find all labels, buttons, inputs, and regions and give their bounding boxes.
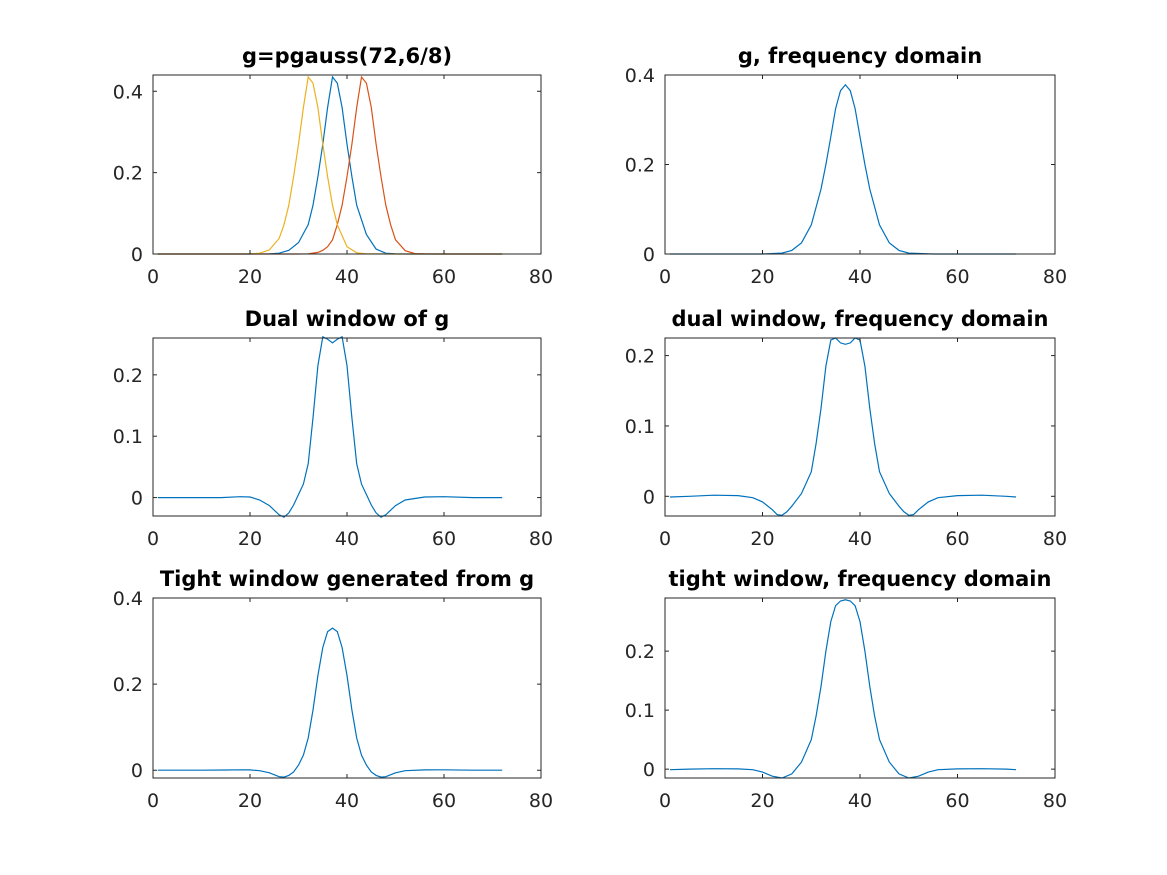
y-tick-label: 0 [131,488,143,510]
axes-box [152,74,542,255]
y-tick-label: 0.1 [625,416,655,438]
panel-title: Tight window generated from g [160,567,534,591]
x-tick-label: 80 [529,266,553,288]
x-tick-label: 80 [1043,790,1067,812]
x-tick-label: 40 [335,266,359,288]
series-line-2 [157,75,503,255]
panel-2: g, frequency domain 0 20 40 60 80 0 0.2 0.4 [625,44,1067,288]
panel-4: dual window, frequency domain 0 20 40 60 80 0 0… [625,307,1067,550]
x-tick-label: 20 [238,528,262,550]
panel-3: Dual window of g 0 20 40 60 80 0 0.1 0.2 [113,307,553,550]
panel-title: dual window, frequency domain [671,307,1048,331]
y-tick-label: 0 [131,760,143,782]
y-tick-label: 0 [643,244,655,266]
x-tick-label: 20 [750,528,774,550]
x-tick-label: 60 [432,790,456,812]
y-tick-label: 0.2 [625,641,655,663]
axes-box [664,74,1056,255]
y-tick-label: 0.4 [625,65,655,87]
x-tick-label: 40 [848,790,872,812]
x-tick-label: 80 [529,790,553,812]
x-tick-label: 20 [750,790,774,812]
series-line-1 [157,75,503,255]
x-tick-label: 0 [659,266,671,288]
axes-box [664,337,1056,517]
series-line-1 [669,599,1017,779]
x-tick-label: 0 [147,790,159,812]
series-line-1 [157,627,503,778]
x-tick-label: 40 [848,528,872,550]
x-tick-label: 80 [1043,266,1067,288]
panel-6: tight window, frequency domain 0 20 40 60 80 0… [625,567,1067,812]
x-tick-label: 40 [335,528,359,550]
y-tick-label: 0.1 [625,700,655,722]
x-tick-label: 60 [432,266,456,288]
x-tick-label: 20 [238,266,262,288]
y-tick-label: 0.2 [113,163,143,185]
y-tick-label: 0.4 [113,81,143,103]
panel-title: g=pgauss(72,6/8) [242,44,452,68]
x-tick-label: 20 [238,790,262,812]
series-line-1 [669,83,1016,255]
y-tick-label: 0.2 [113,365,143,387]
series-line-3 [157,75,503,255]
panel-5: Tight window generated from g 0 20 40 60 80 0 0… [113,567,553,812]
axes-box [152,597,542,779]
y-tick-label: 0.2 [625,155,655,177]
y-tick-label: 0 [643,486,655,508]
x-tick-label: 40 [848,266,872,288]
y-tick-label: 0.4 [113,588,143,610]
y-tick-label: 0.1 [113,426,143,448]
x-tick-label: 0 [659,790,671,812]
y-tick-label: 0.2 [113,674,143,696]
x-tick-label: 20 [750,266,774,288]
x-tick-label: 80 [1043,528,1067,550]
x-tick-label: 60 [945,266,969,288]
x-tick-label: 0 [147,266,159,288]
panel-title: g, frequency domain [738,44,982,68]
y-tick-label: 0 [643,759,655,781]
x-tick-label: 0 [147,528,159,550]
panel-1: g=pgauss(72,6/8) 0 20 40 60 80 0 0.2 0.4 [113,44,553,288]
series-line-1 [669,337,1017,516]
series-line-1 [157,335,503,518]
y-tick-label: 0.2 [625,346,655,368]
y-tick-label: 0 [131,244,143,266]
panel-title: tight window, frequency domain [669,567,1052,591]
x-tick-label: 60 [945,790,969,812]
x-tick-label: 0 [659,528,671,550]
x-tick-label: 40 [335,790,359,812]
x-tick-label: 80 [529,528,553,550]
panel-title: Dual window of g [245,307,450,331]
x-tick-label: 60 [432,528,456,550]
x-tick-label: 60 [945,528,969,550]
